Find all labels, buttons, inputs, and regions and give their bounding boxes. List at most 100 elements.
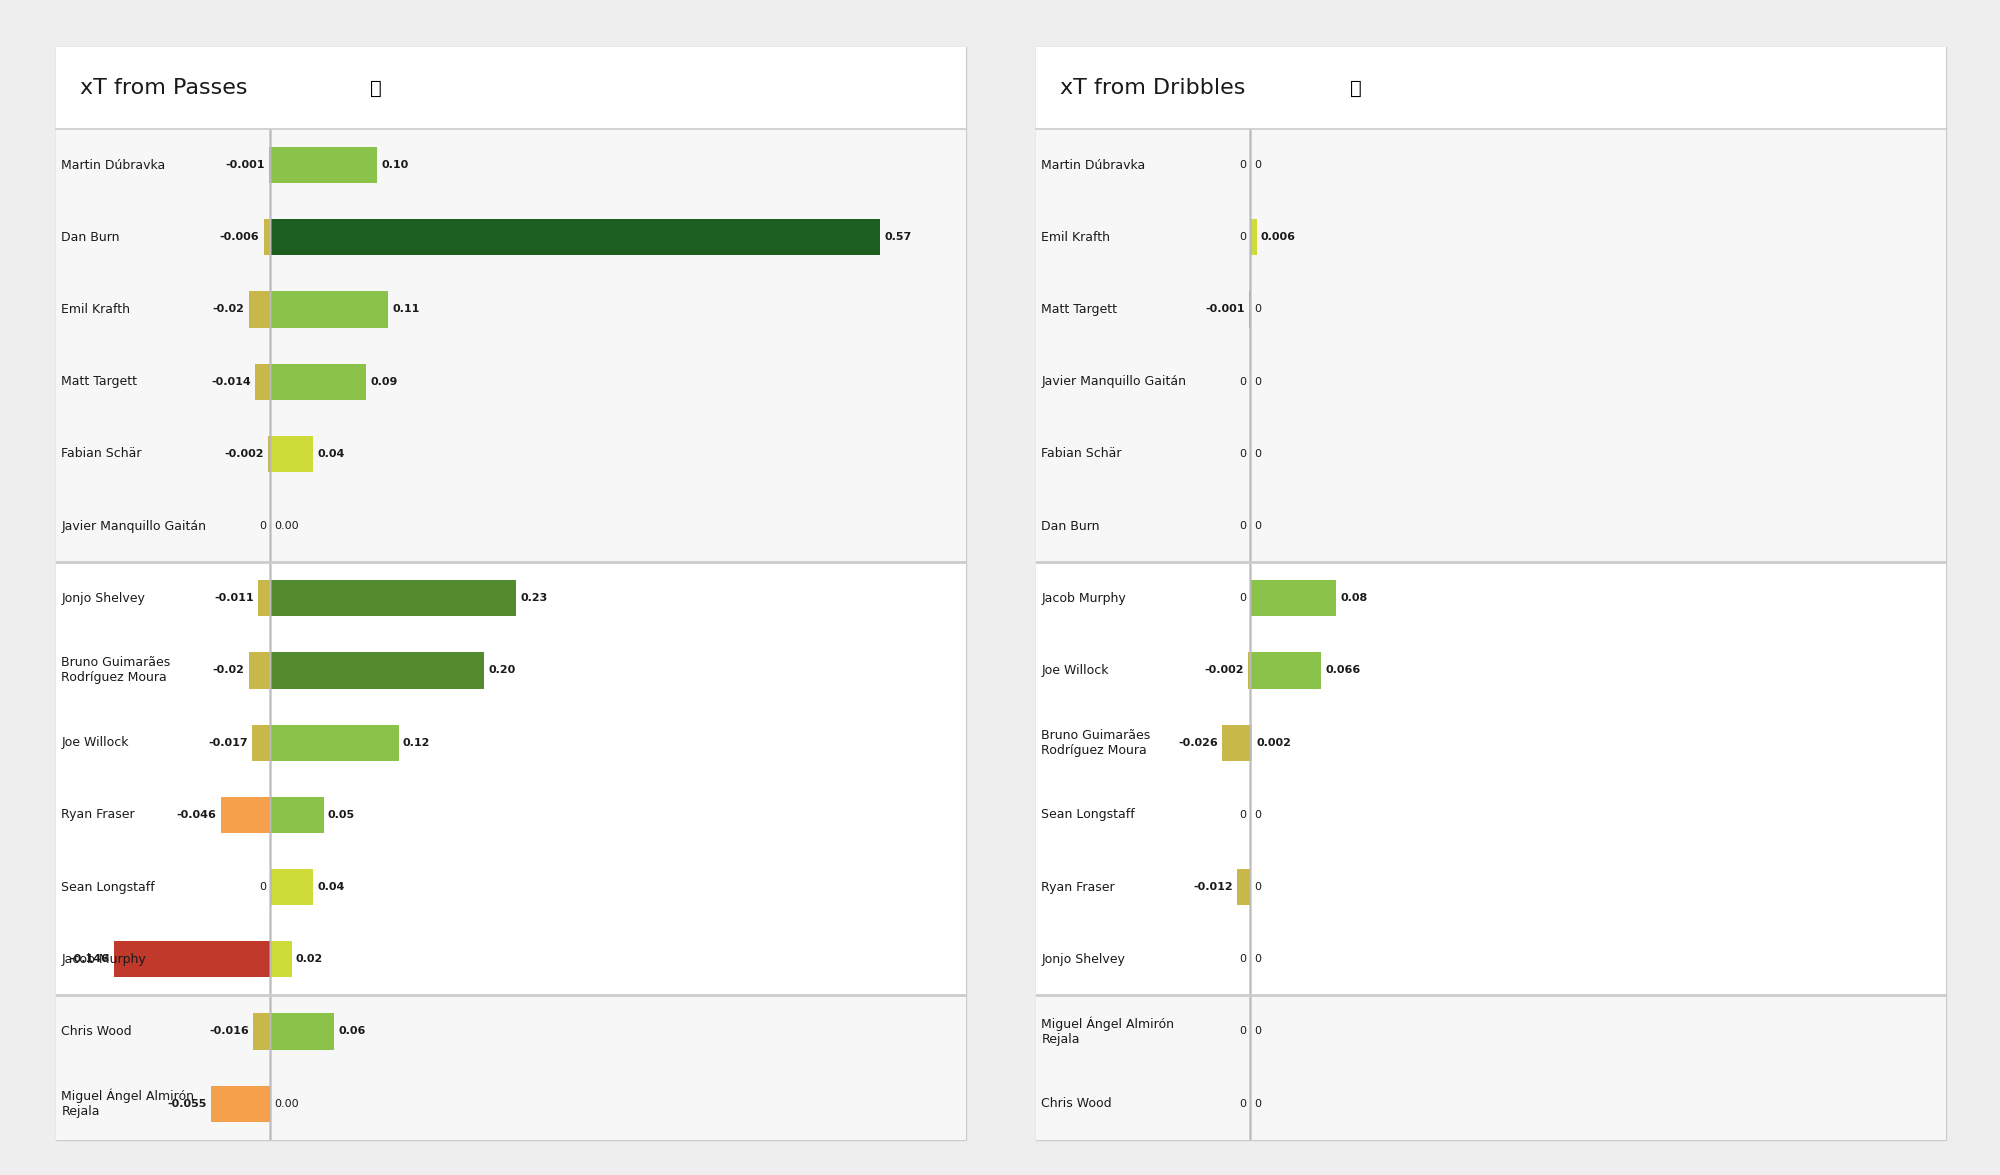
Text: -0.146: -0.146: [70, 954, 110, 965]
Text: Javier Manquillo Gaitán: Javier Manquillo Gaitán: [1042, 375, 1186, 388]
Bar: [1250, 725, 1252, 760]
Bar: [270, 147, 378, 183]
Text: 0.006: 0.006: [1260, 233, 1296, 242]
Text: 0: 0: [1238, 810, 1246, 820]
Text: 0.06: 0.06: [338, 1027, 366, 1036]
Bar: [1036, 490, 1946, 562]
Text: -0.046: -0.046: [176, 810, 216, 820]
Bar: [1248, 652, 1250, 689]
Text: 0.08: 0.08: [1340, 593, 1368, 603]
Bar: [56, 345, 966, 418]
Bar: [1036, 1068, 1946, 1140]
Bar: [56, 201, 966, 274]
Bar: [270, 291, 388, 328]
Text: Matt Targett: Matt Targett: [62, 375, 138, 388]
Bar: [1036, 706, 1946, 779]
Text: 0.20: 0.20: [488, 665, 516, 676]
Text: 0.57: 0.57: [884, 233, 912, 242]
Text: -0.055: -0.055: [168, 1099, 206, 1109]
Text: xT from Dribbles: xT from Dribbles: [1060, 78, 1246, 98]
Text: xT from Passes: xT from Passes: [80, 78, 248, 98]
Bar: [270, 1013, 334, 1049]
Text: 0: 0: [1254, 521, 1262, 531]
Text: Fabian Schär: Fabian Schär: [62, 448, 142, 461]
Text: Fabian Schär: Fabian Schär: [1042, 448, 1122, 461]
Text: 0.09: 0.09: [370, 377, 398, 387]
Text: Jacob Murphy: Jacob Murphy: [1042, 592, 1126, 605]
Text: 🏴: 🏴: [1350, 79, 1362, 98]
Bar: [56, 129, 966, 201]
Bar: [212, 1086, 270, 1122]
Bar: [56, 418, 966, 490]
Bar: [56, 706, 966, 779]
Text: 0: 0: [1238, 521, 1246, 531]
Text: 0.066: 0.066: [1326, 665, 1360, 676]
Text: Emil Krafth: Emil Krafth: [1042, 230, 1110, 243]
Bar: [248, 291, 270, 328]
Text: Javier Manquillo Gaitán: Javier Manquillo Gaitán: [62, 519, 206, 532]
Bar: [114, 941, 270, 978]
Bar: [270, 941, 292, 978]
Text: 🏴: 🏴: [370, 79, 382, 98]
Text: 0: 0: [1254, 954, 1262, 965]
Text: 0.00: 0.00: [274, 521, 300, 531]
Text: Emil Krafth: Emil Krafth: [62, 303, 130, 316]
Text: 0.05: 0.05: [328, 810, 356, 820]
Text: 0: 0: [1254, 304, 1262, 315]
Text: -0.006: -0.006: [220, 233, 260, 242]
Text: -0.001: -0.001: [226, 160, 264, 170]
Bar: [1238, 870, 1250, 905]
Text: 0.04: 0.04: [318, 882, 344, 892]
Text: 0: 0: [258, 521, 266, 531]
Bar: [56, 1068, 966, 1140]
Text: 0: 0: [1238, 449, 1246, 459]
Bar: [270, 725, 398, 760]
Text: Jacob Murphy: Jacob Murphy: [62, 953, 146, 966]
Text: 0: 0: [1254, 1099, 1262, 1109]
Text: -0.002: -0.002: [1204, 665, 1244, 676]
Text: 0.02: 0.02: [296, 954, 324, 965]
Text: 0: 0: [1254, 160, 1262, 170]
Bar: [220, 797, 270, 833]
Bar: [258, 580, 270, 617]
Bar: [56, 562, 966, 634]
Bar: [270, 870, 312, 905]
Bar: [1250, 652, 1320, 689]
Bar: [252, 1013, 270, 1049]
Bar: [1036, 201, 1946, 274]
Text: 0: 0: [1238, 954, 1246, 965]
Text: Jonjo Shelvey: Jonjo Shelvey: [1042, 953, 1126, 966]
Bar: [1250, 580, 1336, 617]
Bar: [1036, 634, 1946, 706]
Text: Sean Longstaff: Sean Longstaff: [62, 880, 156, 893]
Text: 0: 0: [1254, 810, 1262, 820]
Text: 0: 0: [1238, 233, 1246, 242]
Bar: [1036, 129, 1946, 201]
Bar: [1036, 851, 1946, 924]
Bar: [56, 274, 966, 345]
Bar: [264, 220, 270, 255]
Text: Chris Wood: Chris Wood: [1042, 1097, 1112, 1110]
Text: -0.026: -0.026: [1178, 738, 1218, 747]
Text: 0: 0: [1238, 160, 1246, 170]
Text: -0.002: -0.002: [224, 449, 264, 459]
Text: Bruno Guimarães
Rodríguez Moura: Bruno Guimarães Rodríguez Moura: [1042, 728, 1150, 757]
Text: -0.017: -0.017: [208, 738, 248, 747]
Text: 0.00: 0.00: [274, 1099, 300, 1109]
Bar: [270, 797, 324, 833]
Text: -0.02: -0.02: [212, 665, 244, 676]
Text: Matt Targett: Matt Targett: [1042, 303, 1118, 316]
Text: Ryan Fraser: Ryan Fraser: [1042, 880, 1114, 893]
Bar: [56, 995, 966, 1068]
Text: Martin Dúbravka: Martin Dúbravka: [62, 159, 166, 172]
Bar: [1036, 995, 1946, 1068]
Bar: [1222, 725, 1250, 760]
Text: -0.011: -0.011: [214, 593, 254, 603]
Bar: [56, 851, 966, 924]
Text: 0: 0: [258, 882, 266, 892]
Text: 0.04: 0.04: [318, 449, 344, 459]
Text: 0: 0: [1254, 377, 1262, 387]
Bar: [1036, 562, 1946, 634]
Text: 0.10: 0.10: [382, 160, 408, 170]
Text: 0: 0: [1254, 882, 1262, 892]
